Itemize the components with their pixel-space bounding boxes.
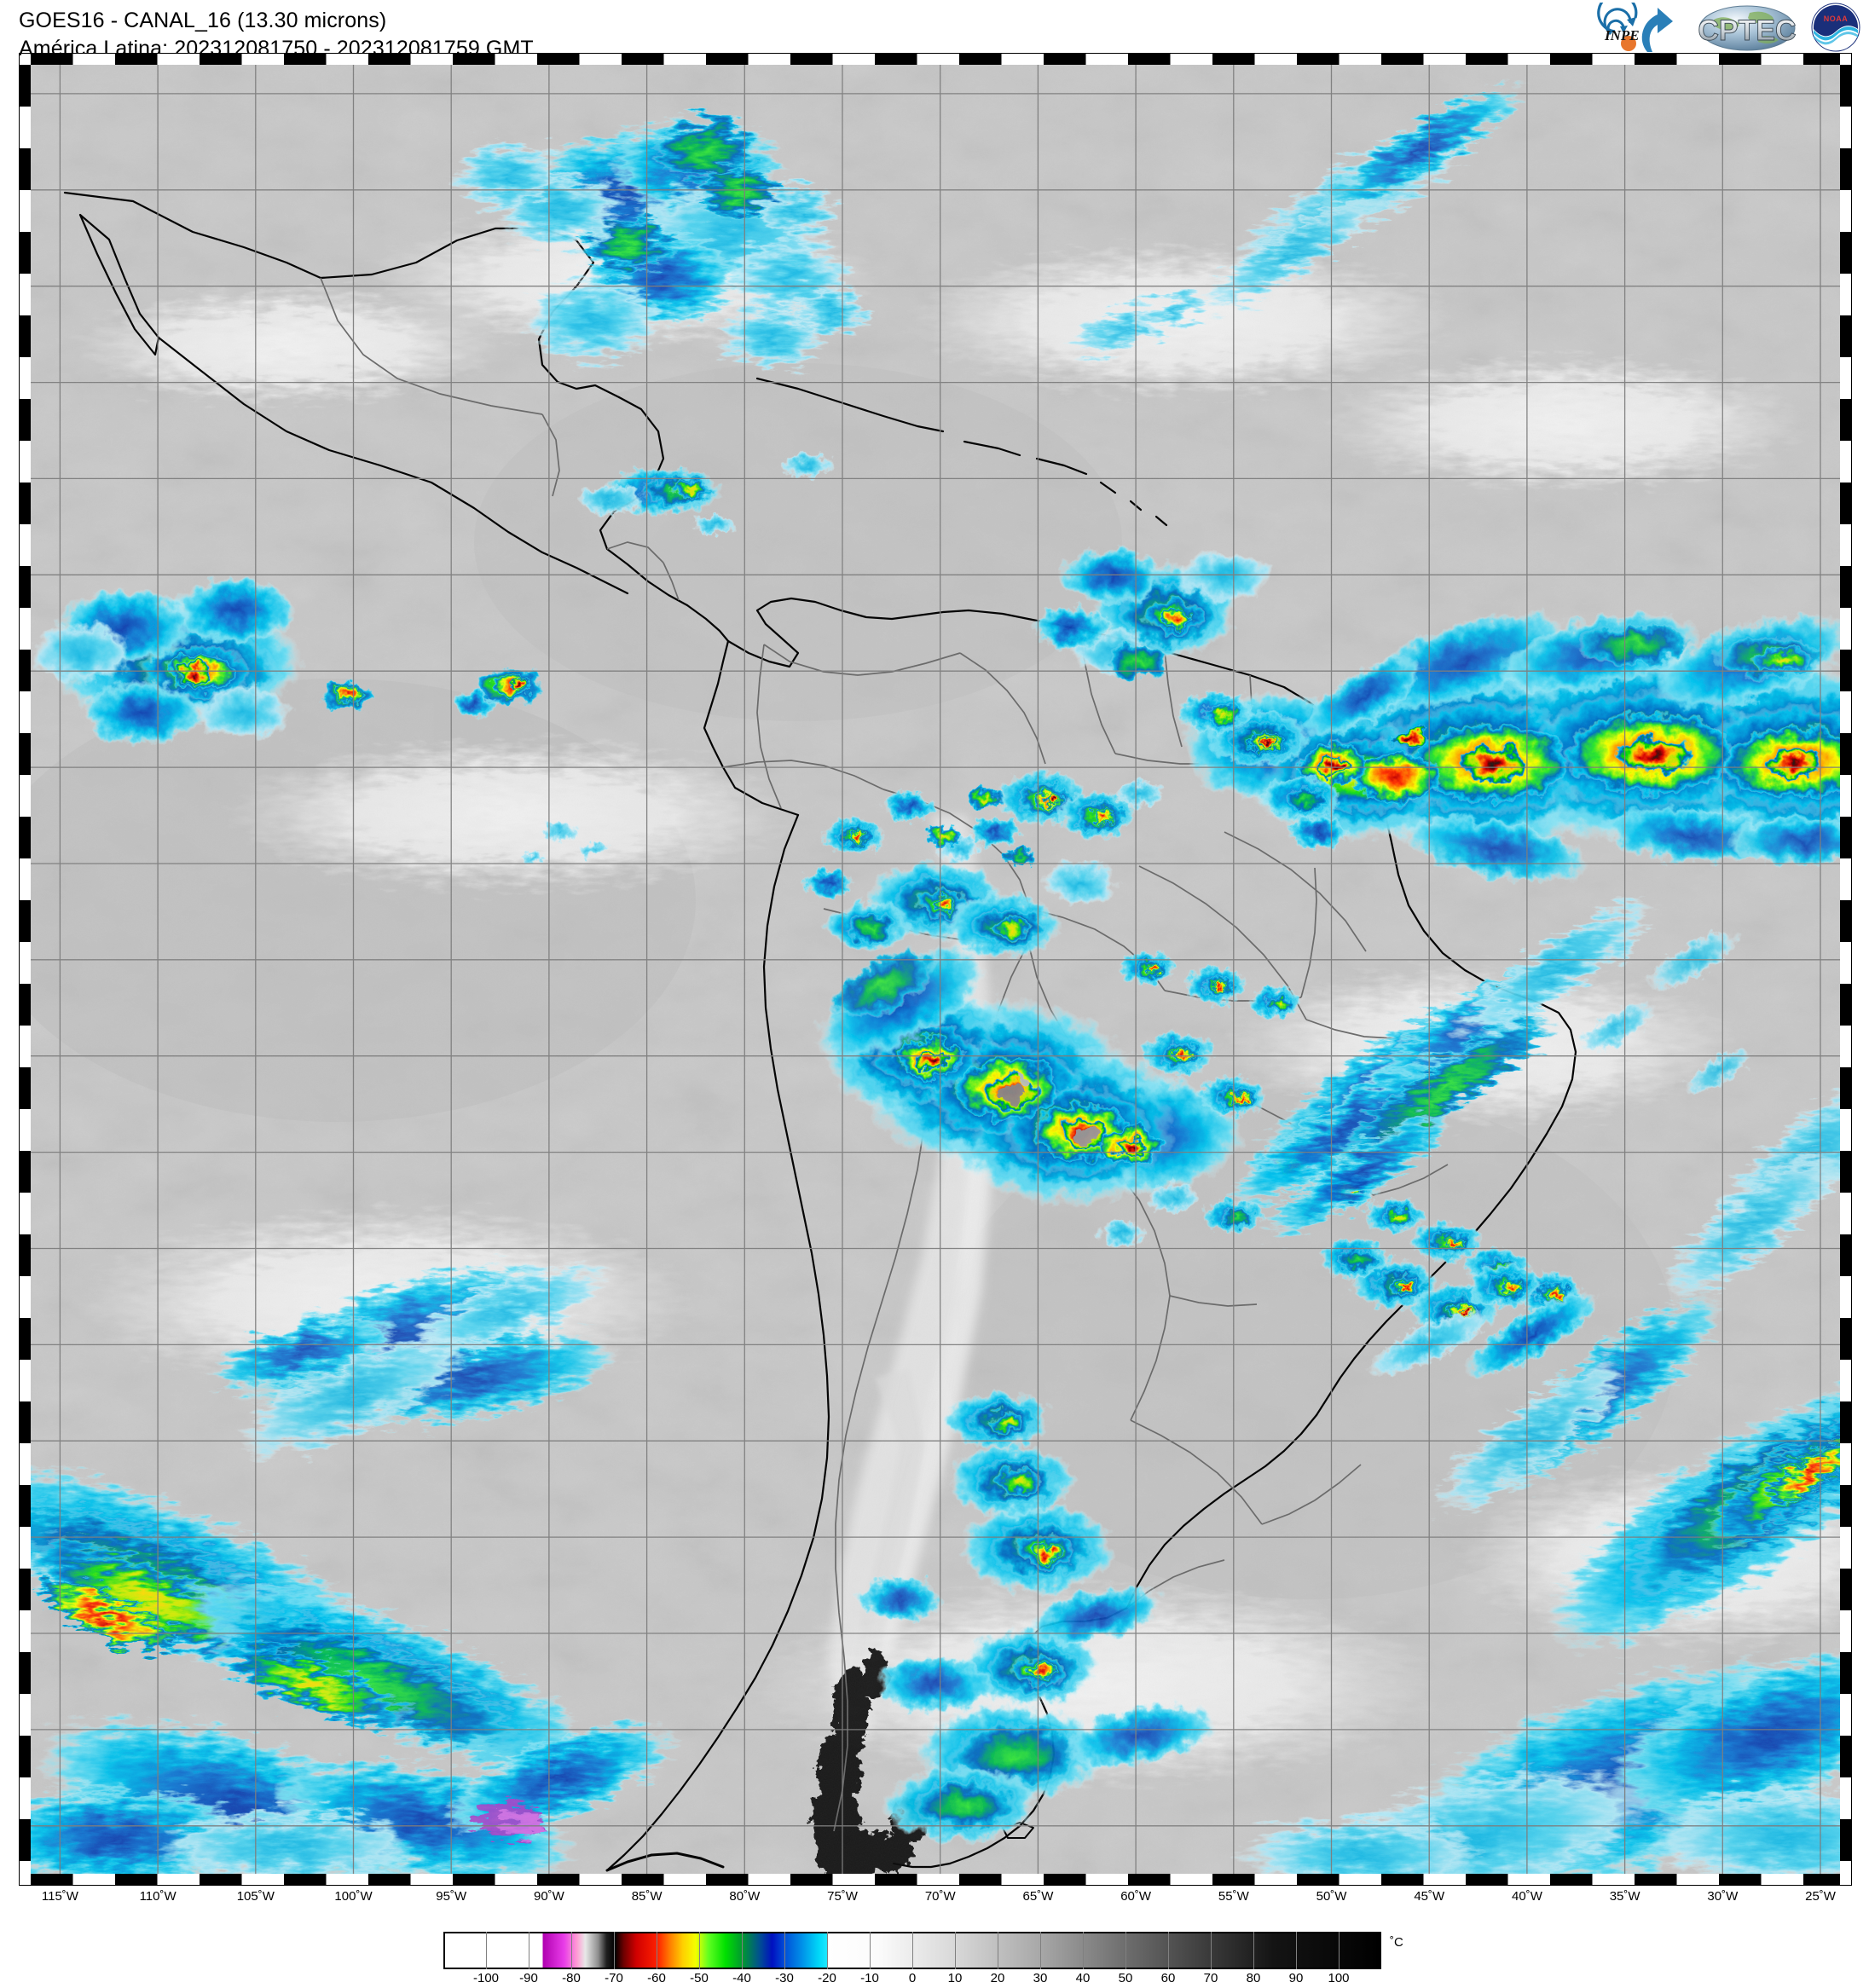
lon-tick-label: 35˚W [1609,1889,1640,1904]
colorbar-tick-label: 0 [908,1971,917,1985]
colorbar-tick-label: -80 [562,1971,581,1985]
colorbar-tick-labels: -100 -90 -80 -70 -60 -50 -40 -30 -20 -10 0 10 20 30 40… [443,1971,1381,1988]
colorbar-tick-label: -10 [860,1971,879,1985]
colorbar-tick-label: 100 [1328,1971,1350,1985]
inpe-logo: INPE [1574,3,1685,52]
lon-tick-label: 65˚W [1022,1889,1054,1904]
lon-tick-label: 105˚W [236,1889,275,1904]
logo-row: INPE [1574,2,1862,53]
lon-tick-label: 90˚W [534,1889,564,1904]
lon-tick-label: 25˚W [1805,1889,1836,1904]
colorbar-tick-label: -30 [775,1971,794,1985]
colorbar-tick-label: 40 [1075,1971,1091,1985]
svg-text:INPE: INPE [1604,27,1640,43]
colorbar-tick-label: 90 [1288,1971,1304,1985]
lon-tick-label: 95˚W [436,1889,467,1904]
lon-tick-label: 70˚W [924,1889,956,1904]
header: GOES16 - CANAL_16 (13.30 microns) Améric… [0,0,1869,61]
lon-tick-label: 85˚W [631,1889,663,1904]
colorbar-tick-label: -90 [519,1971,538,1985]
lon-tick-label: 115˚W [41,1889,78,1904]
lon-tick-label: 40˚W [1512,1889,1542,1904]
frame-right [1840,65,1852,1874]
lon-tick-label: 60˚W [1120,1889,1152,1904]
lon-tick-label: 75˚W [827,1889,858,1904]
colorbar-tick-label: -20 [818,1971,836,1985]
lon-tick-label: 80˚W [729,1889,761,1904]
colorbar-tick-label: 30 [1033,1971,1048,1985]
lon-tick-label: 50˚W [1316,1889,1347,1904]
map-frame [19,53,1852,1886]
colorbar-tick-label: 80 [1246,1971,1261,1985]
colorbar-gradient-box [443,1932,1381,1969]
lon-tick-label: 110˚W [139,1889,176,1904]
lon-tick-label: 30˚W [1707,1889,1739,1904]
svg-text:NOAA: NOAA [1824,14,1849,23]
colorbar-tick-label: 20 [990,1971,1005,1985]
colorbar-tick-label: -100 [472,1971,500,1985]
colorbar-unit-label: ˚C [1390,1935,1403,1950]
map-plot-area[interactable] [31,65,1840,1874]
frame-top [31,53,1840,65]
colorbar-tick-label: 60 [1160,1971,1176,1985]
satellite-imagery [31,65,1840,1874]
colorbar-gradient [445,1933,1380,1968]
colorbar-tick-label: -60 [647,1971,666,1985]
colorbar-tick-label: 50 [1118,1971,1133,1985]
cptec-logo: CPTEC [1697,3,1797,52]
lon-tick-label: 55˚W [1218,1889,1249,1904]
frame-bottom [31,1874,1840,1886]
frame-left [19,65,31,1874]
satellite-figure: 35˚N30˚N25˚N20˚N15˚N10˚N5˚N0˚5˚S10˚S15˚S… [19,53,1852,1904]
colorbar: -100 -90 -80 -70 -60 -50 -40 -30 -20 -10 0 10 20 30 40… [0,1916,1869,1985]
frame-outline [19,53,1852,1886]
longitude-axis: 115˚W 110˚W 105˚W 100˚W 95˚W 90˚W 85˚W 80˚W 75˚W… [19,1887,1852,1908]
lon-tick-label: 45˚W [1414,1889,1445,1904]
colorbar-tick-label: -70 [605,1971,623,1985]
page-title: GOES16 - CANAL_16 (13.30 microns) [19,9,387,32]
colorbar-tick-label: 10 [947,1971,963,1985]
lon-tick-label: 100˚W [334,1889,373,1904]
noaa-logo: NOAA [1809,3,1862,52]
colorbar-tick-label: -50 [690,1971,709,1985]
colorbar-tick-label: -40 [732,1971,751,1985]
colorbar-tick-label: 70 [1203,1971,1218,1985]
svg-text:CPTEC: CPTEC [1698,14,1796,47]
